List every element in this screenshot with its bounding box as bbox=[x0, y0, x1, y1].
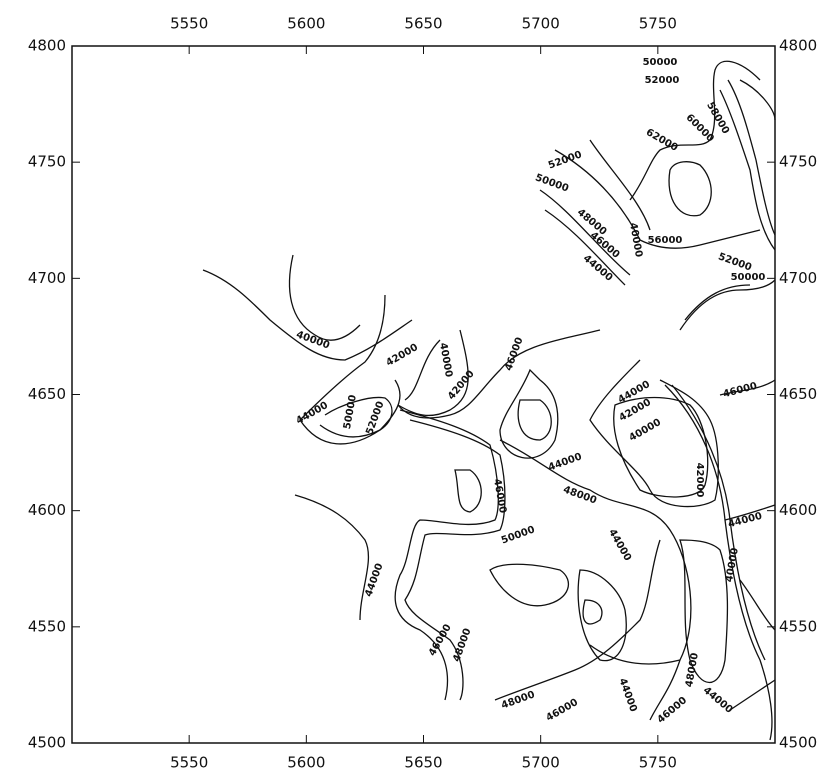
contour-line bbox=[294, 494, 369, 621]
contour-label: 50000 bbox=[500, 524, 536, 546]
y-tick-label: 4500 bbox=[779, 734, 817, 752]
y-tick-label: 4600 bbox=[779, 501, 817, 519]
contour-label: 50000 bbox=[534, 172, 570, 194]
contour-label: 48000 bbox=[684, 652, 701, 688]
contour-line bbox=[727, 79, 776, 236]
contour-line bbox=[489, 563, 569, 607]
contour-label: 44000 bbox=[294, 400, 330, 427]
contour-line bbox=[679, 279, 776, 331]
contour-line bbox=[664, 384, 773, 741]
contour-line bbox=[684, 284, 751, 321]
contour-label: 44000 bbox=[547, 451, 583, 473]
contour-label: 50000 bbox=[731, 272, 766, 283]
y-tick-label: 4600 bbox=[28, 501, 66, 519]
contour-label: 40000 bbox=[627, 417, 663, 444]
contour-label: 48000 bbox=[562, 484, 598, 506]
y-tick-label: 4550 bbox=[779, 617, 817, 635]
contour-line bbox=[629, 60, 761, 201]
contour-line bbox=[671, 384, 766, 661]
x-tick-label: 5750 bbox=[639, 754, 677, 772]
x-tick-label: 5600 bbox=[287, 754, 325, 772]
contour-line bbox=[589, 359, 719, 508]
contour-label: 48000 bbox=[500, 689, 536, 711]
contour-line bbox=[724, 504, 776, 521]
y-tick-label: 4800 bbox=[28, 37, 66, 55]
contour-line bbox=[539, 189, 631, 276]
contour-line bbox=[589, 139, 651, 231]
contour-label: 46000 bbox=[491, 478, 508, 514]
x-tick-label: 5650 bbox=[404, 15, 442, 33]
contour-label: 46000 bbox=[503, 336, 525, 372]
contour-label: 48000 bbox=[451, 627, 473, 663]
x-tick-label: 5600 bbox=[287, 15, 325, 33]
contour-label: 42000 bbox=[384, 342, 420, 369]
contour-label: 44000 bbox=[701, 685, 735, 716]
contour-label: 40000 bbox=[724, 547, 741, 583]
contour-line bbox=[499, 368, 559, 459]
contour-label: 52000 bbox=[717, 251, 753, 273]
contour-line bbox=[577, 569, 627, 662]
contour-label: 42000 bbox=[694, 463, 705, 498]
contour-line bbox=[202, 269, 413, 361]
contour-line bbox=[454, 469, 482, 513]
contour-label: 52000 bbox=[645, 75, 680, 86]
contour-line bbox=[739, 79, 776, 121]
y-tick-label: 4700 bbox=[28, 269, 66, 287]
contour-line bbox=[499, 439, 692, 721]
x-tick-label: 5550 bbox=[170, 15, 208, 33]
contour-line bbox=[729, 679, 776, 711]
y-tick-label: 4550 bbox=[28, 617, 66, 635]
x-tick-label: 5700 bbox=[522, 15, 560, 33]
contour-label: 52000 bbox=[547, 149, 583, 171]
y-tick-label: 4650 bbox=[28, 385, 66, 403]
contour-line bbox=[554, 149, 761, 249]
contour-line bbox=[719, 89, 776, 251]
contour-line bbox=[397, 329, 469, 417]
y-tick-label: 4750 bbox=[779, 153, 817, 171]
contour-label: 40000 bbox=[295, 329, 331, 351]
contour-label: 56000 bbox=[648, 235, 683, 246]
y-tick-label: 4500 bbox=[28, 734, 66, 752]
contour-line bbox=[679, 539, 729, 684]
contour-line bbox=[319, 396, 393, 438]
contour-line bbox=[668, 161, 712, 217]
y-tick-label: 4650 bbox=[779, 385, 817, 403]
contour-line bbox=[299, 294, 401, 445]
contour-label: 52000 bbox=[364, 400, 386, 436]
contour-lines bbox=[202, 60, 776, 741]
contour-line bbox=[544, 209, 626, 286]
y-tick-label: 4750 bbox=[28, 153, 66, 171]
contour-label: 46000 bbox=[722, 381, 758, 401]
contour-label: 44000 bbox=[363, 562, 385, 598]
contour-line bbox=[394, 409, 499, 701]
x-tick-label: 5650 bbox=[404, 754, 442, 772]
contour-line bbox=[397, 329, 601, 419]
contour-label: 50000 bbox=[342, 394, 359, 430]
contour-line bbox=[582, 599, 603, 625]
contour-line bbox=[719, 379, 776, 396]
x-tick-label: 5700 bbox=[522, 754, 560, 772]
contour-line bbox=[494, 539, 661, 701]
contour-line bbox=[517, 399, 552, 441]
contour-line bbox=[288, 254, 361, 341]
contour-label: 40000 bbox=[627, 222, 644, 258]
contour-line bbox=[404, 339, 441, 401]
y-tick-label: 4800 bbox=[779, 37, 817, 55]
x-tick-label: 5750 bbox=[639, 15, 677, 33]
x-tick-label: 5550 bbox=[170, 754, 208, 772]
contour-label: 46000 bbox=[544, 697, 580, 724]
y-tick-label: 4700 bbox=[779, 269, 817, 287]
contour-line bbox=[589, 644, 681, 665]
contour-label: 40000 bbox=[437, 342, 454, 378]
contour-label: 50000 bbox=[643, 57, 678, 68]
contour-line bbox=[613, 396, 709, 498]
contour-line bbox=[404, 419, 506, 701]
contour-label: 44000 bbox=[727, 511, 763, 531]
contour-label: 44000 bbox=[606, 527, 633, 563]
contour-label: 46000 bbox=[655, 695, 689, 726]
contour-label: 44000 bbox=[616, 677, 638, 713]
